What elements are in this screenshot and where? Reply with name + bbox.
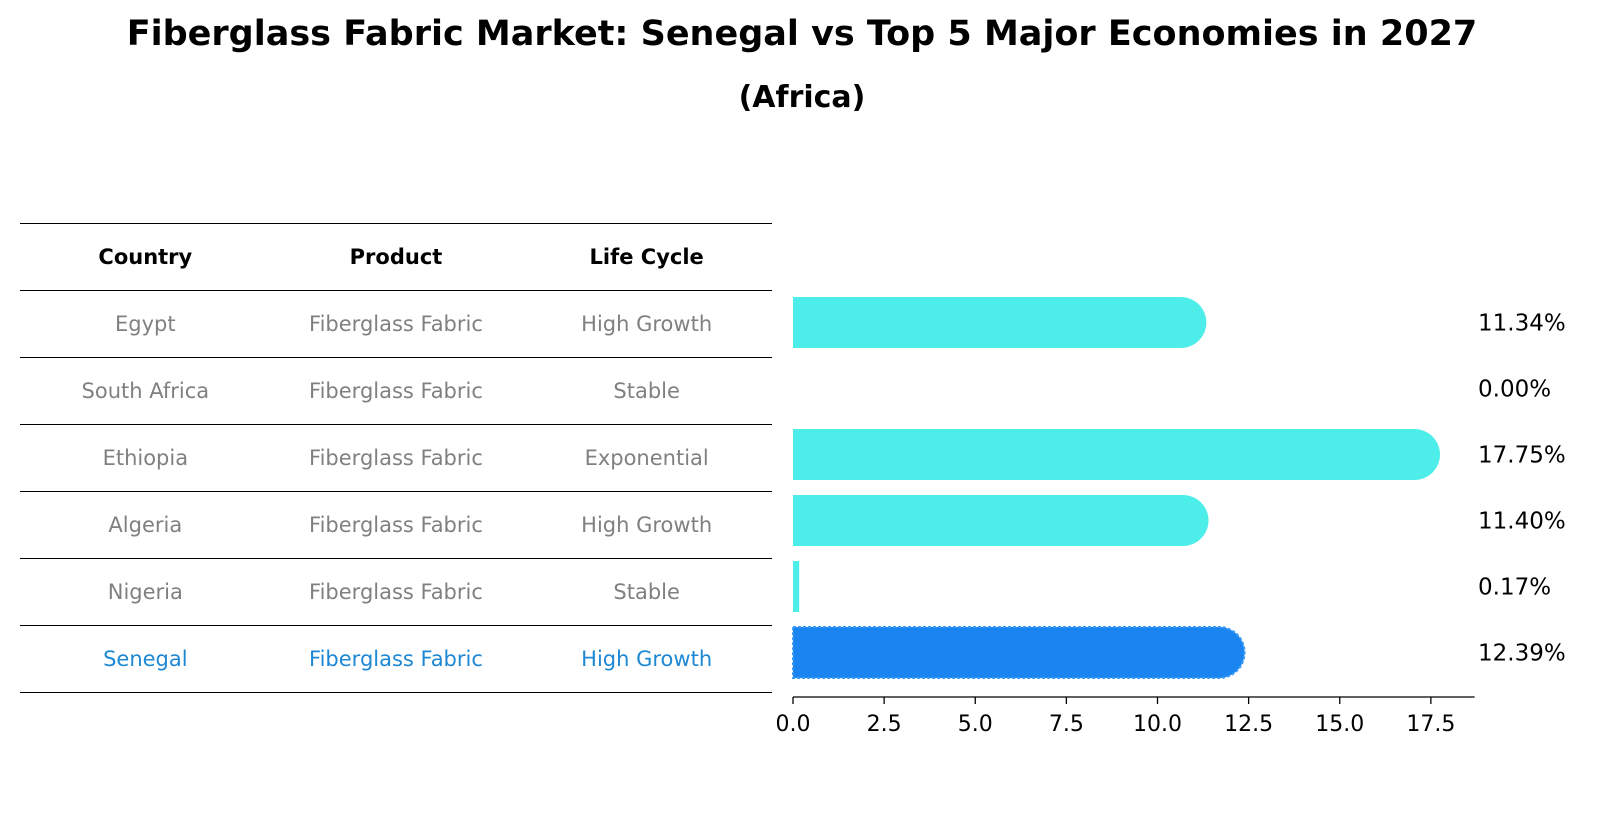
x-tick-label: 12.5 [1224, 712, 1273, 737]
bar [793, 561, 800, 612]
cell-life-cycle: Exponential [521, 424, 772, 492]
x-tick-label: 10.0 [1133, 712, 1182, 737]
cell-country: Senegal [20, 625, 271, 693]
cell-product: Fiberglass Fabric [270, 491, 522, 559]
table-row: South Africa Fiberglass Fabric Stable [20, 357, 772, 425]
bar-value-label: 12.39% [1478, 641, 1566, 667]
cell-life-cycle: High Growth [521, 491, 772, 559]
cell-country: Ethiopia [20, 424, 271, 492]
bar [792, 626, 1246, 679]
x-tick-label: 15.0 [1315, 712, 1364, 737]
cell-country: Algeria [20, 491, 271, 559]
header-product: Product [270, 223, 522, 291]
cell-product: Fiberglass Fabric [270, 290, 522, 358]
bar-value-label: 17.75% [1478, 443, 1566, 469]
cell-product: Fiberglass Fabric [270, 424, 522, 492]
x-tick-label: 17.5 [1406, 712, 1455, 737]
bar-value-label: 0.00% [1478, 377, 1551, 403]
bar-value-label: 11.40% [1478, 509, 1566, 535]
chart-title: Fiberglass Fabric Market: Senegal vs Top… [126, 14, 1478, 54]
cell-product: Fiberglass Fabric [270, 357, 522, 425]
cell-country: Nigeria [20, 558, 271, 626]
bar-value-label: 11.34% [1478, 311, 1566, 337]
cell-product: Fiberglass Fabric [270, 625, 522, 693]
table-header-row: Country Product Life Cycle [20, 223, 772, 291]
header-country: Country [20, 223, 271, 291]
x-tick-label: 2.5 [867, 712, 902, 737]
x-tick-label: 7.5 [1049, 712, 1084, 737]
bar [793, 429, 1440, 480]
bar-value-label: 0.17% [1478, 575, 1551, 601]
cell-country: South Africa [20, 357, 271, 425]
cell-life-cycle: Stable [521, 558, 772, 626]
x-tick-label: 5.0 [958, 712, 993, 737]
cell-life-cycle: High Growth [521, 290, 772, 358]
table-row-highlighted: Senegal Fiberglass Fabric High Growth [20, 625, 772, 693]
cell-product: Fiberglass Fabric [270, 558, 522, 626]
bar [793, 495, 1209, 546]
cell-life-cycle: High Growth [521, 625, 772, 693]
chart-subtitle: (Africa) [738, 80, 866, 115]
data-table: Country Product Life Cycle Egypt Fibergl… [20, 223, 772, 693]
bar [793, 297, 1207, 348]
table-row: Ethiopia Fiberglass Fabric Exponential [20, 424, 772, 492]
table-row: Algeria Fiberglass Fabric High Growth [20, 491, 772, 559]
x-tick-label: 0.0 [776, 712, 811, 737]
header-life-cycle: Life Cycle [521, 223, 772, 291]
table-row: Nigeria Fiberglass Fabric Stable [20, 558, 772, 626]
table-row: Egypt Fiberglass Fabric High Growth [20, 290, 772, 358]
cell-country: Egypt [20, 290, 271, 358]
cell-life-cycle: Stable [521, 357, 772, 425]
